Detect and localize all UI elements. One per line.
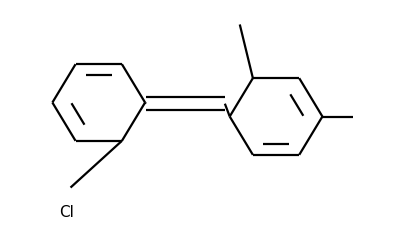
Text: Cl: Cl <box>59 205 74 219</box>
